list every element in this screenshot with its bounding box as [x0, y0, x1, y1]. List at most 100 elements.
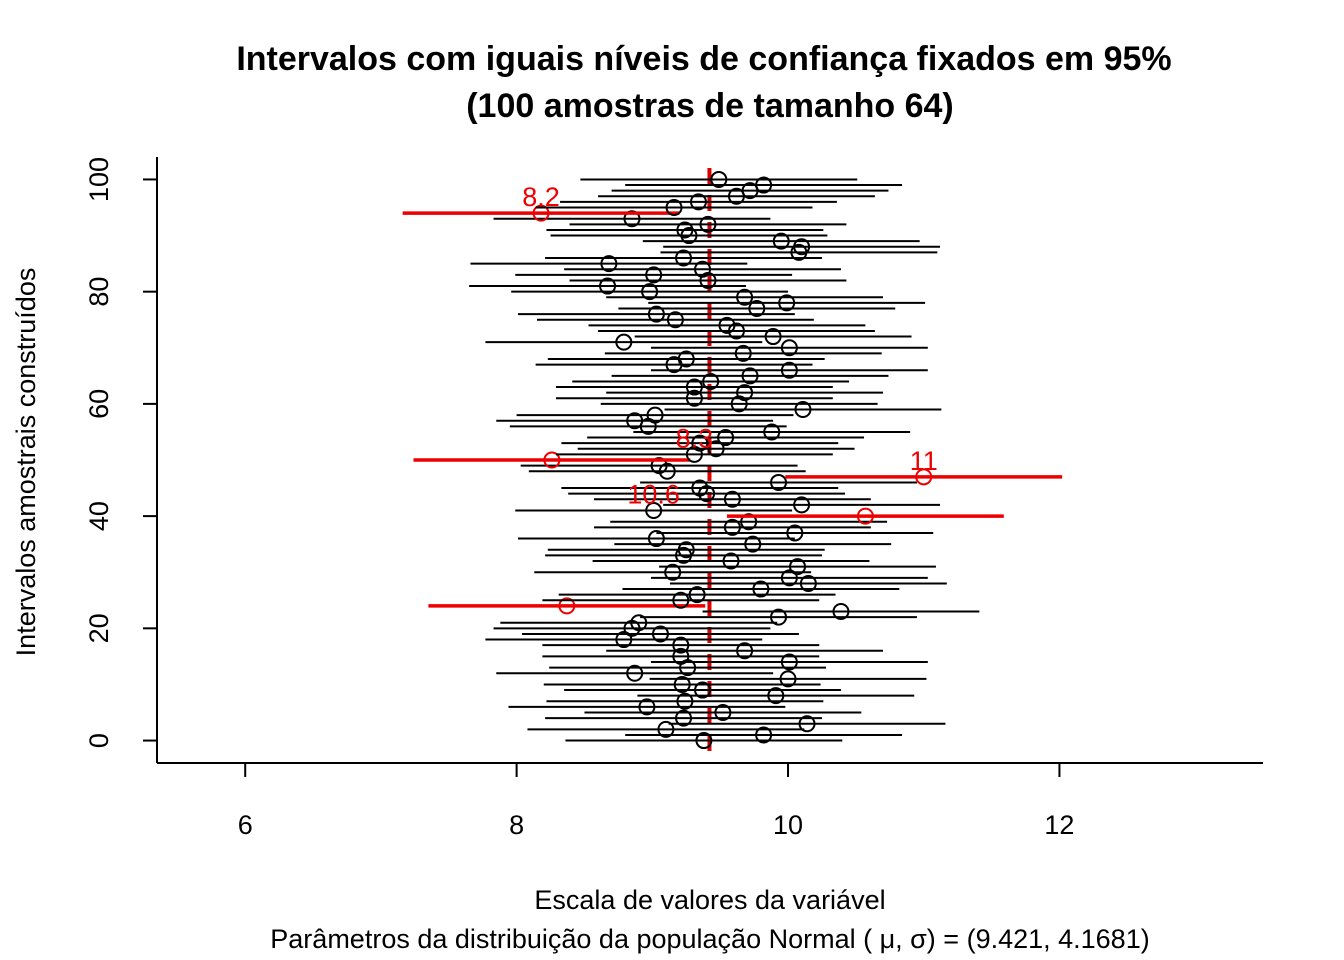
chart-title-line2: (100 amostras de tamanho 64): [466, 87, 954, 125]
miss-interval-label: 10.6: [627, 480, 680, 510]
interval-mean-point: [676, 692, 694, 710]
interval-mean-point: [672, 636, 690, 654]
interval-mean-point: [691, 479, 709, 497]
interval-mean-point: [675, 249, 693, 267]
interval-mean-point: [695, 732, 713, 750]
interval-mean-point: [675, 709, 693, 727]
interval-mean-point: [772, 232, 790, 250]
interval-mean-point: [755, 726, 773, 744]
interval-mean-point: [646, 406, 664, 424]
interval-mean-point-miss: [532, 204, 550, 222]
y-axis-label: Intervalos amostrais construídos: [11, 268, 41, 657]
interval-mean-point: [688, 586, 706, 604]
interval-mean-point: [647, 530, 665, 548]
interval-mean-point: [673, 675, 691, 693]
interval-mean-point: [780, 569, 798, 587]
interval-mean-point: [736, 384, 754, 402]
interval-mean-point: [832, 603, 850, 620]
interval-mean-point: [718, 316, 736, 334]
x-axis-sublabel: Parâmetros da distribuição da população …: [270, 924, 1149, 954]
interval-mean-point: [710, 170, 728, 188]
axes-layer: 6 8 10 12 0 20 40 60 80 100: [84, 157, 1263, 840]
interval-mean-point: [722, 552, 740, 570]
interval-mean-point: [734, 344, 752, 362]
interval-mean-point: [641, 283, 659, 301]
interval-mean-point: [786, 524, 804, 542]
interval-mean-point: [798, 715, 816, 733]
interval-mean-point: [650, 457, 668, 475]
interval-mean-point: [770, 608, 788, 626]
interval-mean-point: [740, 513, 758, 531]
interval-mean-point: [793, 496, 811, 514]
interval-mean-point: [780, 339, 798, 357]
interval-mean-point: [717, 429, 735, 447]
y-tick-label: 80: [84, 277, 114, 307]
interval-mean-point: [694, 260, 712, 278]
interval-mean-point: [714, 704, 732, 721]
interval-mean-point: [744, 535, 762, 553]
chart-title-line1: Intervalos com iguais níveis de confianç…: [236, 40, 1171, 78]
interval-mean-point: [799, 574, 817, 592]
interval-mean-point: [615, 631, 633, 649]
miss-interval-label: 8.2: [522, 182, 560, 212]
interval-mean-point: [615, 333, 633, 351]
interval-mean-point: [779, 670, 797, 688]
interval-mean-point: [699, 215, 717, 233]
interval-mean-point: [778, 294, 796, 312]
interval-mean-point-miss: [543, 451, 561, 469]
interval-mean-point: [770, 473, 788, 491]
interval-mean-point-miss: [856, 507, 874, 525]
x-axis-label: Escala de valores da variável: [534, 885, 885, 915]
interval-mean-point: [685, 389, 703, 407]
miss-interval-label: 8.3: [676, 423, 714, 453]
interval-mean-point: [723, 490, 741, 508]
y-tick-label: 20: [84, 613, 114, 643]
x-tick-label: 12: [1044, 810, 1074, 840]
interval-mean-point: [689, 193, 707, 211]
interval-mean-point: [645, 502, 663, 519]
interval-mean-point: [736, 642, 754, 660]
interval-mean-point: [723, 518, 741, 536]
y-tick-label: 0: [84, 733, 114, 748]
interval-mean-point: [677, 350, 695, 368]
interval-mean-point: [764, 328, 782, 346]
y-tick-label: 100: [84, 157, 114, 202]
x-tick-label: 6: [238, 810, 253, 840]
x-tick-label: 10: [773, 810, 803, 840]
interval-mean-point: [638, 698, 656, 716]
y-tick-label: 40: [84, 501, 114, 531]
x-tick-label: 8: [509, 810, 524, 840]
interval-mean-point: [707, 440, 725, 458]
interval-mean-point: [694, 681, 712, 699]
interval-mean-point: [630, 614, 648, 632]
interval-mean-point: [736, 288, 754, 306]
miss-labels-layer: 8.2 8.3 11 10.6: [522, 182, 937, 509]
interval-mean-point: [748, 300, 766, 317]
interval-mean-point: [664, 563, 682, 581]
interval-mean-point: [727, 322, 745, 340]
interval-mean-point: [672, 647, 690, 665]
interval-mean-point: [789, 558, 807, 576]
interval-mean-point: [767, 687, 785, 705]
interval-mean-point: [623, 210, 641, 228]
interval-mean-point: [600, 255, 618, 273]
interval-mean-point: [780, 653, 798, 671]
interval-mean-point: [626, 664, 644, 682]
interval-mean-point: [599, 277, 617, 295]
miss-interval-label: 11: [910, 446, 938, 476]
interval-mean-point-miss: [558, 597, 576, 615]
interval-mean-point: [691, 434, 709, 452]
interval-mean-point: [763, 423, 781, 441]
interval-mean-point: [672, 591, 690, 609]
interval-mean-point: [657, 720, 675, 738]
interval-mean-point: [677, 541, 695, 559]
interval-mean-point-miss: [915, 468, 933, 486]
interval-mean-point: [793, 238, 811, 256]
interval-mean-point: [741, 367, 759, 385]
interval-mean-point: [651, 625, 669, 643]
interval-mean-point: [647, 305, 665, 323]
interval-mean-point: [685, 378, 703, 396]
interval-mean-point: [794, 401, 812, 418]
